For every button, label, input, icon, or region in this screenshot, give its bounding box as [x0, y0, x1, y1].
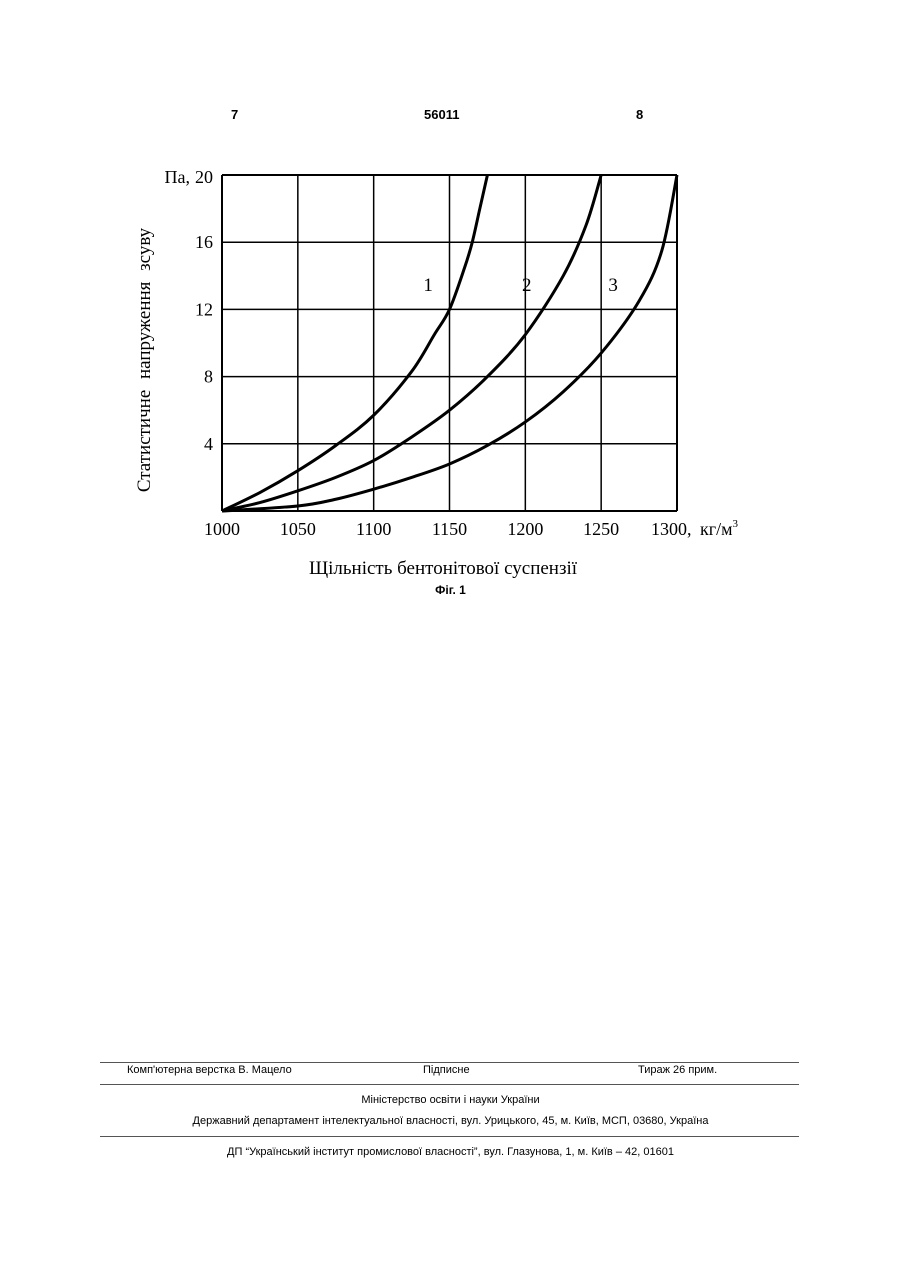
x-axis-unit-text: кг/м [700, 519, 733, 539]
footer-ministry: Міністерство освіти і науки України [0, 1094, 901, 1106]
footer-institute: ДП “Український інститут промислової вла… [0, 1146, 901, 1158]
x-tick-label: 1250 [583, 519, 619, 539]
footer-layout-credit: Комп'ютерна верстка В. Мацело [127, 1064, 292, 1076]
curve-label-3: 3 [608, 275, 618, 296]
y-tick-label: 12 [195, 299, 213, 319]
footer-print-run: Тираж 26 прим. [638, 1064, 717, 1076]
curve-label-2: 2 [522, 275, 532, 296]
y-tick-label: 16 [195, 232, 213, 252]
footer-rule-top [100, 1062, 799, 1063]
x-tick-label: 1000 [204, 519, 240, 539]
footer-department: Державний департамент інтелектуальної вл… [0, 1115, 901, 1127]
chart-tick-labels: 1000105011001150120012501300,48121620 [195, 167, 692, 539]
curve-2 [222, 175, 601, 511]
x-axis-label: Щільність бентонітової суспензії [309, 558, 578, 579]
y-axis-label: Статистичне напруження зсуву [134, 227, 155, 492]
x-tick-label: 1300, [651, 519, 692, 539]
y-axis-unit: Па, [165, 167, 191, 187]
y-tick-label: 8 [204, 367, 213, 387]
x-tick-label: 1100 [356, 519, 391, 539]
y-tick-label: 20 [195, 167, 213, 187]
curve-label-1: 1 [423, 275, 433, 296]
x-axis-unit-superscript: 3 [733, 518, 739, 530]
curve-1 [222, 175, 487, 511]
x-tick-label: 1200 [507, 519, 543, 539]
x-tick-label: 1150 [432, 519, 467, 539]
footer-rule-bottom [100, 1136, 799, 1137]
x-tick-label: 1050 [280, 519, 316, 539]
chart: 123 1000105011001150120012501300,4812162… [0, 0, 901, 620]
x-axis-unit: кг/м3 [700, 518, 739, 539]
footer-rule-middle [100, 1084, 799, 1085]
y-tick-label: 4 [204, 434, 213, 454]
footer-signed: Підписне [423, 1064, 470, 1076]
figure-caption: Фіг. 1 [0, 583, 901, 597]
